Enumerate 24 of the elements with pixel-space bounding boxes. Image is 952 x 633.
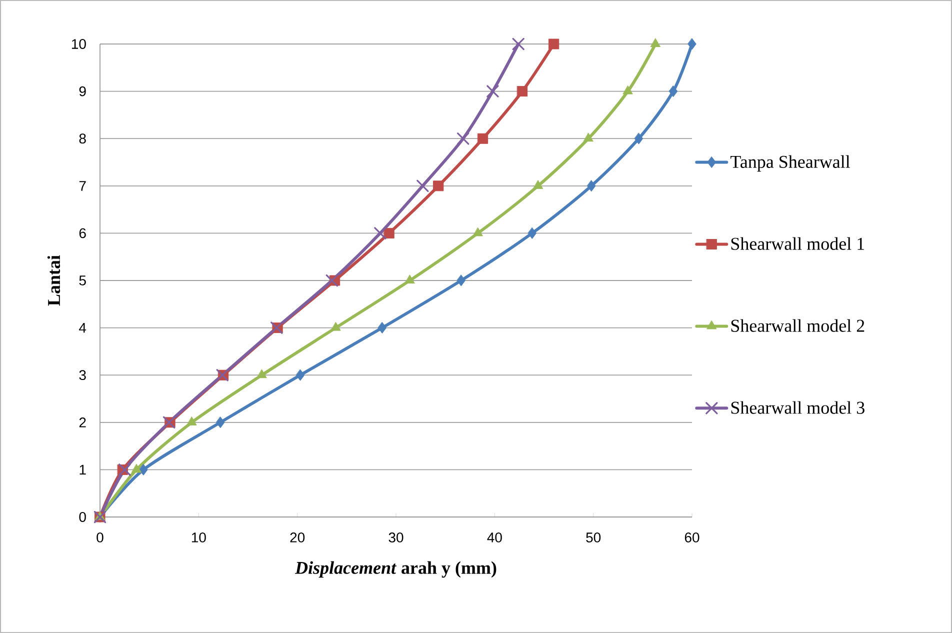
- y-tick-label: 0: [79, 512, 86, 522]
- x-axis-title: Displacement arah y (mm): [294, 561, 496, 578]
- y-tick-label: 3: [79, 370, 86, 380]
- y-tick-label: 10: [72, 39, 86, 49]
- y-tick-label: 9: [79, 86, 86, 96]
- y-axis-title: Lantai: [47, 255, 60, 306]
- legend-label: Shearwall model 1: [731, 237, 864, 250]
- y-tick-label: 2: [79, 418, 86, 428]
- legend-label: Tanpa Shearwall: [730, 155, 850, 172]
- x-tick-label: 0: [96, 532, 104, 542]
- x-tick-label: 50: [586, 532, 601, 542]
- y-tick-label: 1: [80, 464, 86, 475]
- y-tick-label: 4: [79, 322, 86, 333]
- legend-label: Shearwall model 2: [731, 319, 864, 332]
- y-tick-label: 7: [79, 181, 86, 191]
- y-tick-label: 5: [79, 276, 86, 286]
- x-tick-label: 60: [684, 532, 700, 542]
- x-tick-label: 40: [487, 532, 502, 542]
- x-tick-label: 20: [290, 532, 305, 542]
- y-tick-label: 6: [79, 228, 86, 238]
- legend-label: Shearwall model 3: [731, 401, 864, 414]
- x-tick-label: 10: [192, 532, 206, 542]
- y-tick-label: 8: [79, 134, 86, 144]
- x-tick-label: 30: [388, 532, 404, 542]
